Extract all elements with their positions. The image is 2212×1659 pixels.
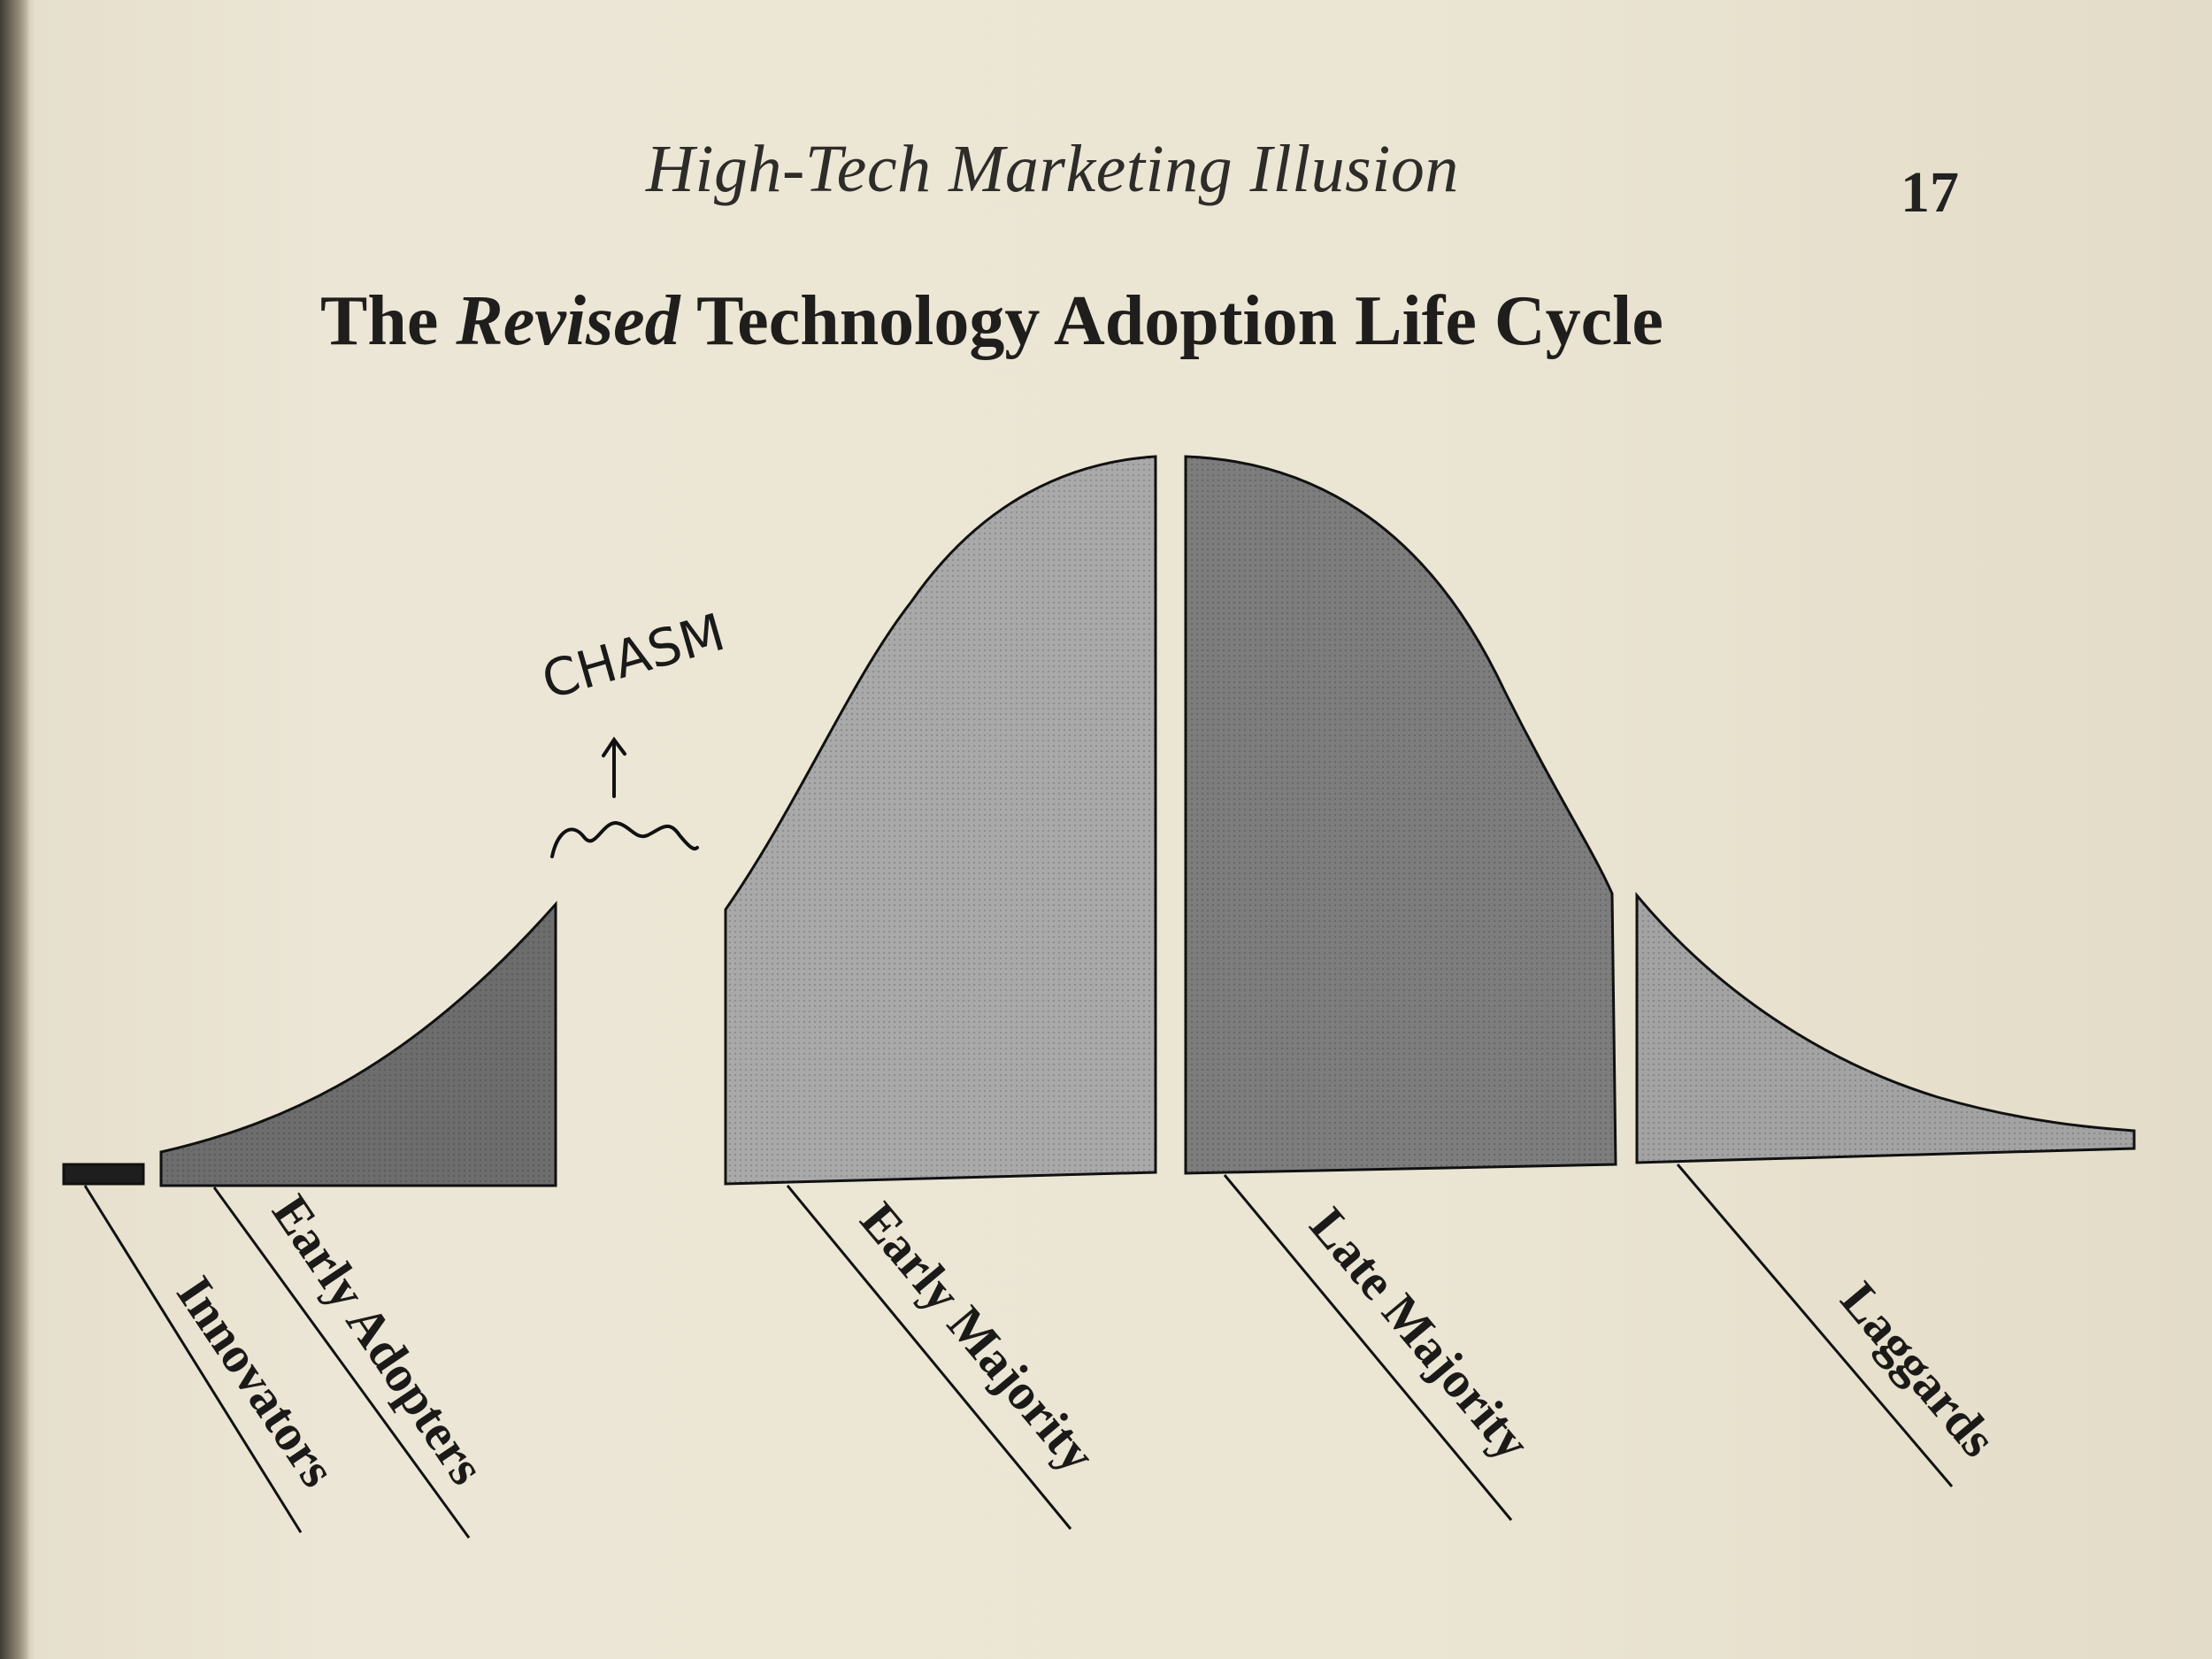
- laggards-texture: [1637, 895, 2134, 1163]
- segment-laggards: [1635, 891, 2136, 1164]
- segment-late-majority: [1184, 455, 1617, 1175]
- innovators-leader-line: [83, 1185, 303, 1533]
- innovators-area: [62, 1163, 145, 1186]
- figure-title-suffix: Technology Adoption Life Cycle: [680, 282, 1663, 360]
- early-adopters-leader-line: [212, 1187, 471, 1539]
- segment-innovators: [62, 1163, 145, 1186]
- early-majority-texture: [726, 457, 1156, 1184]
- early-majority-leader-line: [786, 1185, 1072, 1530]
- laggards-leader-line: [1676, 1164, 1954, 1487]
- handwritten-chasm-annotation: CHASM: [535, 602, 731, 858]
- figure-title-prefix: The: [320, 282, 457, 360]
- chasm-note-text: CHASM: [535, 602, 731, 710]
- figure-title: The Revised Technology Adoption Life Cyc…: [320, 281, 1663, 362]
- late-majority-texture: [1186, 457, 1616, 1173]
- chasm-squiggle: [550, 820, 699, 858]
- running-head: High-Tech Marketing Illusion: [646, 132, 1459, 206]
- early-adopters-texture: [161, 904, 556, 1186]
- late-majority-leader-line: [1223, 1174, 1513, 1521]
- figure-title-emphasis: Revised: [456, 282, 680, 360]
- page-number: 17: [1901, 160, 1959, 225]
- label-laggards: Laggards: [1830, 1271, 2008, 1468]
- book-gutter-shadow: [0, 0, 30, 1659]
- chasm-arrow-icon: [602, 736, 626, 798]
- label-late-majority: Late Majority: [1299, 1197, 1541, 1471]
- label-early-majority: Early Majority: [849, 1192, 1107, 1483]
- segment-early-adopters: [159, 901, 557, 1187]
- segment-early-majority: [724, 455, 1157, 1186]
